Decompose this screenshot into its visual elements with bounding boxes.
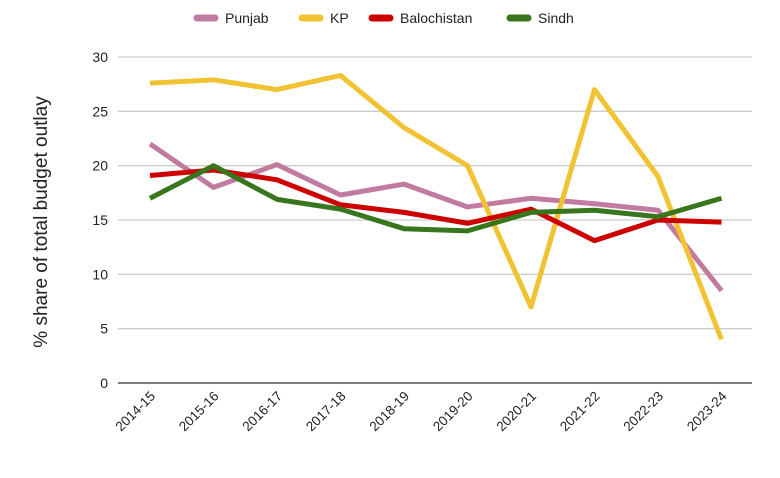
y-axis-label: % share of total budget outlay	[31, 96, 52, 348]
legend-label-punjab: Punjab	[225, 10, 269, 26]
x-tick-label: 2018-19	[366, 389, 412, 435]
y-tick-label: 25	[92, 103, 108, 119]
series-line-kp	[149, 72, 724, 341]
gridlines	[118, 56, 752, 384]
x-tick-label: 2016-17	[239, 389, 285, 435]
series-lines	[148, 72, 724, 341]
y-tick-label: 5	[100, 321, 108, 337]
x-tick-label: 2022-23	[620, 389, 666, 435]
y-tick-label: 20	[92, 158, 108, 174]
x-tick-label: 2023-24	[684, 388, 730, 434]
y-axis-ticks: 0 5 10 15 20 25 30	[92, 49, 108, 391]
x-tick-label: 2021-22	[557, 389, 603, 435]
y-tick-label: 10	[92, 266, 108, 282]
x-tick-label: 2017-18	[303, 389, 349, 435]
x-tick-label: 2014-15	[112, 389, 158, 435]
legend-label-kp: KP	[330, 10, 349, 26]
x-tick-label: 2015-16	[176, 389, 222, 435]
x-axis-ticks: 2014-15 2015-16 2016-17 2017-18 2018-19 2019-…	[112, 388, 729, 434]
series-line-sindh	[148, 163, 723, 234]
y-tick-label: 30	[92, 49, 108, 65]
series-line-balochistan	[149, 167, 722, 244]
legend: Punjab KP Balochistan Sindh	[193, 10, 574, 26]
legend-label-sindh: Sindh	[538, 10, 574, 26]
x-tick-label: 2019-20	[430, 389, 476, 435]
y-tick-label: 0	[100, 375, 108, 391]
y-tick-label: 15	[92, 212, 108, 228]
legend-label-balochistan: Balochistan	[400, 10, 472, 26]
x-tick-label: 2020-21	[493, 389, 539, 435]
